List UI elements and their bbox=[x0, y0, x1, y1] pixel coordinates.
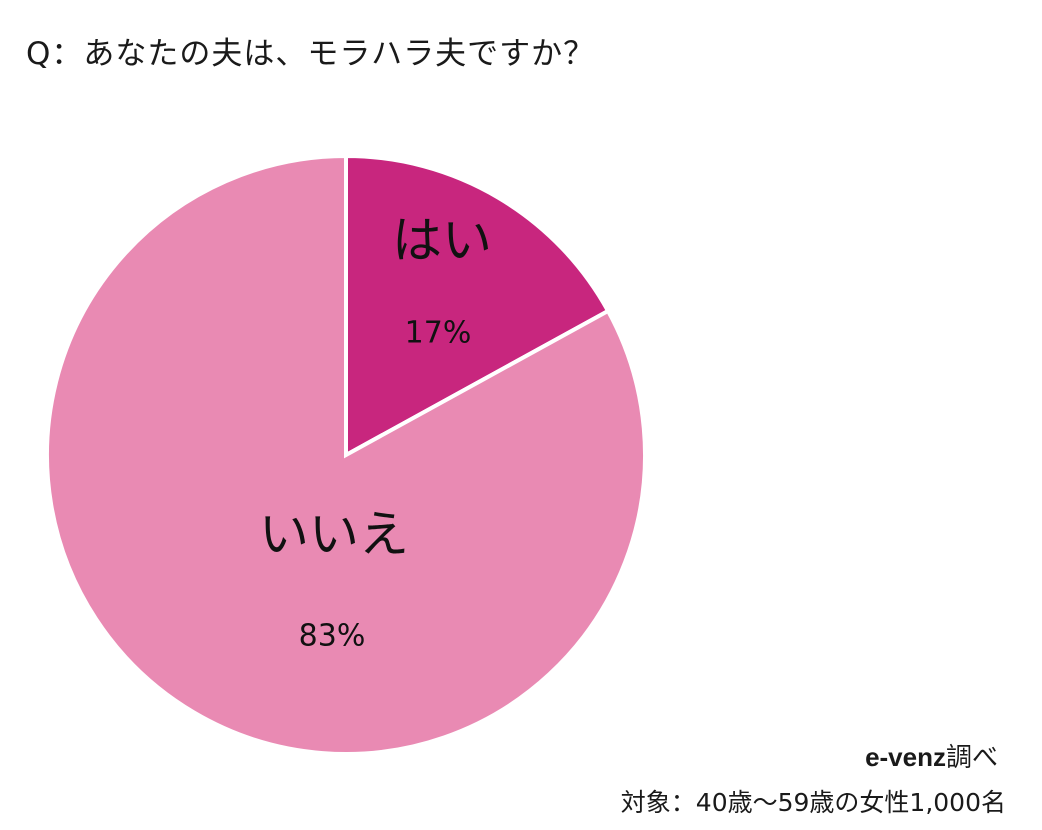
pie-slice-value-1: 17% bbox=[405, 316, 472, 351]
pie-slice-value-2: 83% bbox=[299, 619, 366, 654]
source-suffix: 調べ bbox=[945, 743, 998, 773]
respondents-note: 対象：40歳～59歳の女性1,000名 bbox=[620, 788, 1006, 817]
pie-slice-2 bbox=[45, 153, 647, 756]
pie-slice-label-2: いいえ bbox=[259, 506, 409, 564]
chart-title: Q：あなたの夫は、モラハラ夫ですか？ bbox=[26, 36, 596, 72]
pie-labels: はい 17% いいえ 83% bbox=[259, 212, 492, 654]
source-name: e-venz bbox=[865, 742, 946, 772]
source-credit: e-venz調べ bbox=[865, 737, 998, 774]
pie-slice-1 bbox=[344, 153, 611, 459]
pie-slices bbox=[45, 153, 647, 756]
pie-slice-label-1: はい bbox=[392, 212, 492, 270]
